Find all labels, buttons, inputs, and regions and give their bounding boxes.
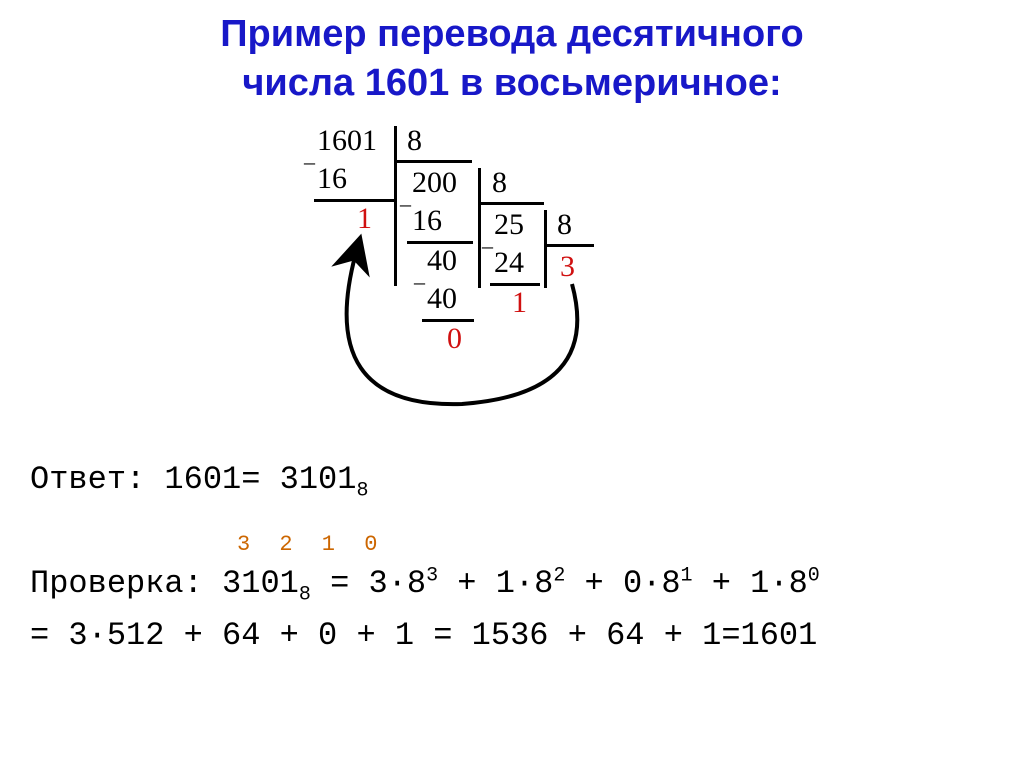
minus-1: – <box>304 149 315 175</box>
verification-block: Проверка: 31018 = 3·83 + 1·82 + 0·81 + 1… <box>30 559 1024 660</box>
dividend-2: 200 <box>412 166 457 200</box>
title-line2: числа 1601 в восьмеричное: <box>242 62 781 104</box>
exp0: 0 <box>808 565 820 588</box>
answer-decimal: 1601 <box>164 461 241 498</box>
hline-1 <box>314 199 394 202</box>
remainder-3: 1 <box>512 286 527 320</box>
remainder-1: 1 <box>357 202 372 236</box>
vline-1 <box>394 126 397 286</box>
check-octal: 3101 <box>222 565 299 602</box>
answer-eq: = <box>241 461 260 498</box>
partial-3: 24 <box>494 246 524 280</box>
divisor-1: 8 <box>407 124 422 158</box>
digit-indices: 3 2 1 0 <box>237 532 1024 557</box>
title-line1: Пример перевода десятичного <box>220 13 804 55</box>
hline-q3 <box>544 244 594 247</box>
long-division-diagram: 1601 8 – 16 1 200 8 – 16 40 – 40 0 25 8 … <box>262 124 762 434</box>
minus-2b: – <box>414 269 425 295</box>
answer-line: Ответ: 1601= 31018 <box>30 454 1024 507</box>
vline-3 <box>544 210 547 288</box>
mid2-2: 40 <box>427 282 457 316</box>
minus-2: – <box>400 191 411 217</box>
mid-2: 40 <box>427 244 457 278</box>
hline-q2 <box>478 202 544 205</box>
minus-3: – <box>482 233 493 259</box>
divisor-3: 8 <box>557 208 572 242</box>
hline-q1 <box>394 160 472 163</box>
final-quotient: 3 <box>560 250 575 284</box>
dividend-3: 25 <box>494 208 524 242</box>
exp2: 2 <box>553 565 565 588</box>
partial-2: 16 <box>412 204 442 238</box>
vline-2 <box>478 168 481 288</box>
exp1: 1 <box>681 565 693 588</box>
remainder-2: 0 <box>447 322 462 356</box>
answer-base: 8 <box>356 479 368 502</box>
divisor-2: 8 <box>492 166 507 200</box>
dividend-1: 1601 <box>317 124 377 158</box>
slide-title: Пример перевода десятичного числа 1601 в… <box>0 0 1024 109</box>
check-line2: = 3·512 + 64 + 0 + 1 = 1536 + 64 + 1=160… <box>30 617 817 654</box>
check-label: Проверка: <box>30 565 203 602</box>
partial-1: 16 <box>317 162 347 196</box>
check-base: 8 <box>299 584 311 607</box>
answer-octal: 3101 <box>280 461 357 498</box>
exp3: 3 <box>426 565 438 588</box>
answer-label: Ответ: <box>30 461 145 498</box>
